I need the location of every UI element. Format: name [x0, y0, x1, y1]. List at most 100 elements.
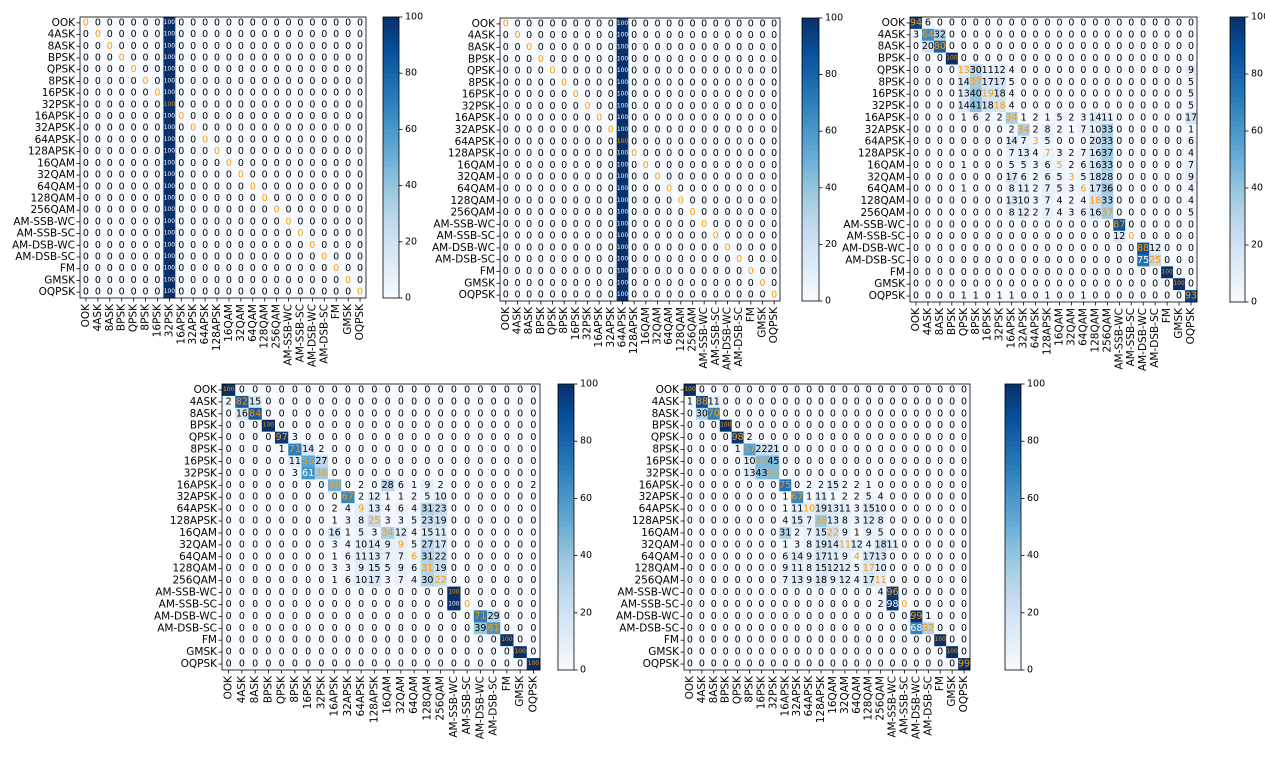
- cell-value-label: 0: [1176, 160, 1182, 171]
- cell-value-label: 0: [398, 420, 404, 431]
- cell-value-label: 0: [464, 492, 470, 503]
- cell-value-label: 100: [164, 277, 175, 283]
- cell-value-label: 100: [1173, 281, 1184, 287]
- cell-value-label: 0: [1128, 124, 1134, 135]
- cell-value-label: 0: [143, 252, 149, 263]
- cell-value-label: 0: [759, 242, 765, 253]
- cell-value-label: 0: [1056, 231, 1062, 242]
- cell-value-label: 0: [305, 623, 311, 634]
- cell-value-label: 0: [239, 492, 245, 503]
- cell-value-label: 0: [321, 181, 327, 192]
- cell-value-label: 100: [164, 266, 175, 272]
- cell-value-label: 0: [274, 252, 280, 263]
- cell-value-label: 0: [1033, 279, 1039, 290]
- cell-value-label: 0: [1021, 255, 1027, 266]
- cell-value-label: 0: [309, 41, 315, 52]
- cell-value-label: 0: [107, 181, 113, 192]
- cell-value-label: 1: [1044, 291, 1050, 302]
- cell-value-label: 0: [937, 124, 943, 135]
- x-tick-label: 256QAM: [1101, 308, 1113, 353]
- cell-value-label: 0: [1140, 148, 1146, 159]
- cell-value-label: 0: [333, 263, 339, 274]
- cell-value-label: 0: [937, 77, 943, 88]
- cell-value-label: 100: [617, 21, 628, 27]
- cell-value-label: 0: [713, 219, 719, 230]
- cell-value-label: 0: [226, 468, 232, 479]
- cell-value-label: 0: [238, 205, 244, 216]
- cell-value-label: 0: [1152, 172, 1158, 183]
- cell-value-label: 0: [143, 134, 149, 145]
- cell-value-label: 0: [250, 287, 256, 298]
- cell-value-label: 0: [913, 255, 919, 266]
- cell-value-label: 0: [538, 183, 544, 194]
- cell-value-label: 0: [561, 242, 567, 253]
- cell-value-label: 0: [305, 480, 311, 491]
- cell-value-label: 0: [274, 287, 280, 298]
- colorbar-segment: [383, 77, 399, 83]
- cell-value-label: 5: [1080, 172, 1086, 183]
- cell-value-label: 0: [949, 89, 955, 100]
- cell-value-label: 0: [292, 551, 298, 562]
- cell-value-label: 7: [1044, 184, 1050, 195]
- cell-value-label: 0: [1009, 267, 1015, 278]
- cell-value-label: 84: [249, 408, 261, 419]
- cell-value-label: 0: [514, 42, 520, 53]
- cell-value-label: 0: [250, 88, 256, 99]
- colorbar-segment: [802, 79, 819, 85]
- cell-value-label: 0: [333, 17, 339, 28]
- cell-value-label: 0: [265, 623, 271, 634]
- cell-value-label: 0: [1152, 148, 1158, 159]
- cell-value-label: 0: [345, 611, 351, 622]
- cell-value-label: 0: [549, 30, 555, 41]
- cell-value-label: 0: [119, 41, 125, 52]
- cell-value-label: 0: [701, 266, 707, 277]
- cell-value-label: 0: [736, 172, 742, 183]
- cell-value-label: 0: [1152, 207, 1158, 218]
- cell-value-label: 0: [1116, 255, 1122, 266]
- cell-value-label: 0: [154, 52, 160, 63]
- cell-value-label: 0: [713, 101, 719, 112]
- cell-value-label: 0: [321, 134, 327, 145]
- cell-value-label: 0: [345, 408, 351, 419]
- heatmap-cell: [80, 40, 93, 53]
- cell-value-label: 0: [517, 623, 523, 634]
- cell-value-label: 0: [309, 64, 315, 75]
- cell-value-label: 0: [985, 172, 991, 183]
- cell-value-label: 100: [617, 80, 628, 86]
- x-tick-label: 16APSK: [593, 306, 605, 348]
- cell-value-label: 100: [946, 56, 957, 62]
- cell-value-label: 0: [226, 158, 232, 169]
- cell-value-label: 0: [1044, 219, 1050, 230]
- heatmap-cell: [139, 17, 152, 30]
- cell-value-label: 0: [131, 228, 137, 239]
- colorbar-segment: [1230, 150, 1245, 156]
- cell-value-label: 0: [736, 266, 742, 277]
- y-tick-label: AM-SSB-WC: [13, 216, 75, 228]
- cell-value-label: 0: [504, 456, 510, 467]
- cell-value-label: 0: [265, 539, 271, 550]
- cell-value-label: 0: [925, 243, 931, 254]
- cell-value-label: 0: [424, 420, 430, 431]
- cell-value-label: 0: [451, 420, 457, 431]
- y-tick-label: 16PSK: [872, 88, 906, 100]
- cell-value-label: 0: [596, 77, 602, 88]
- cell-value-label: 0: [1128, 53, 1134, 64]
- x-tick-label: BPSK: [946, 307, 958, 335]
- cell-value-label: 0: [333, 52, 339, 63]
- cell-value-label: 100: [164, 55, 175, 61]
- cell-value-label: 0: [371, 480, 377, 491]
- cell-value-label: 0: [973, 279, 979, 290]
- cell-value-label: 0: [491, 420, 497, 431]
- cell-value-label: 0: [83, 228, 89, 239]
- cell-value-label: 0: [95, 193, 101, 204]
- cell-value-label: 0: [538, 42, 544, 53]
- cell-value-label: 0: [239, 563, 245, 574]
- cell-value-label: 0: [1033, 231, 1039, 242]
- cell-value-label: 0: [178, 41, 184, 52]
- colorbar-segment: [1230, 88, 1245, 94]
- cell-value-label: 0: [573, 42, 579, 53]
- cell-value-label: 0: [596, 160, 602, 171]
- cell-value-label: 0: [1104, 41, 1110, 52]
- y-tick-label: 32QAM: [457, 171, 495, 183]
